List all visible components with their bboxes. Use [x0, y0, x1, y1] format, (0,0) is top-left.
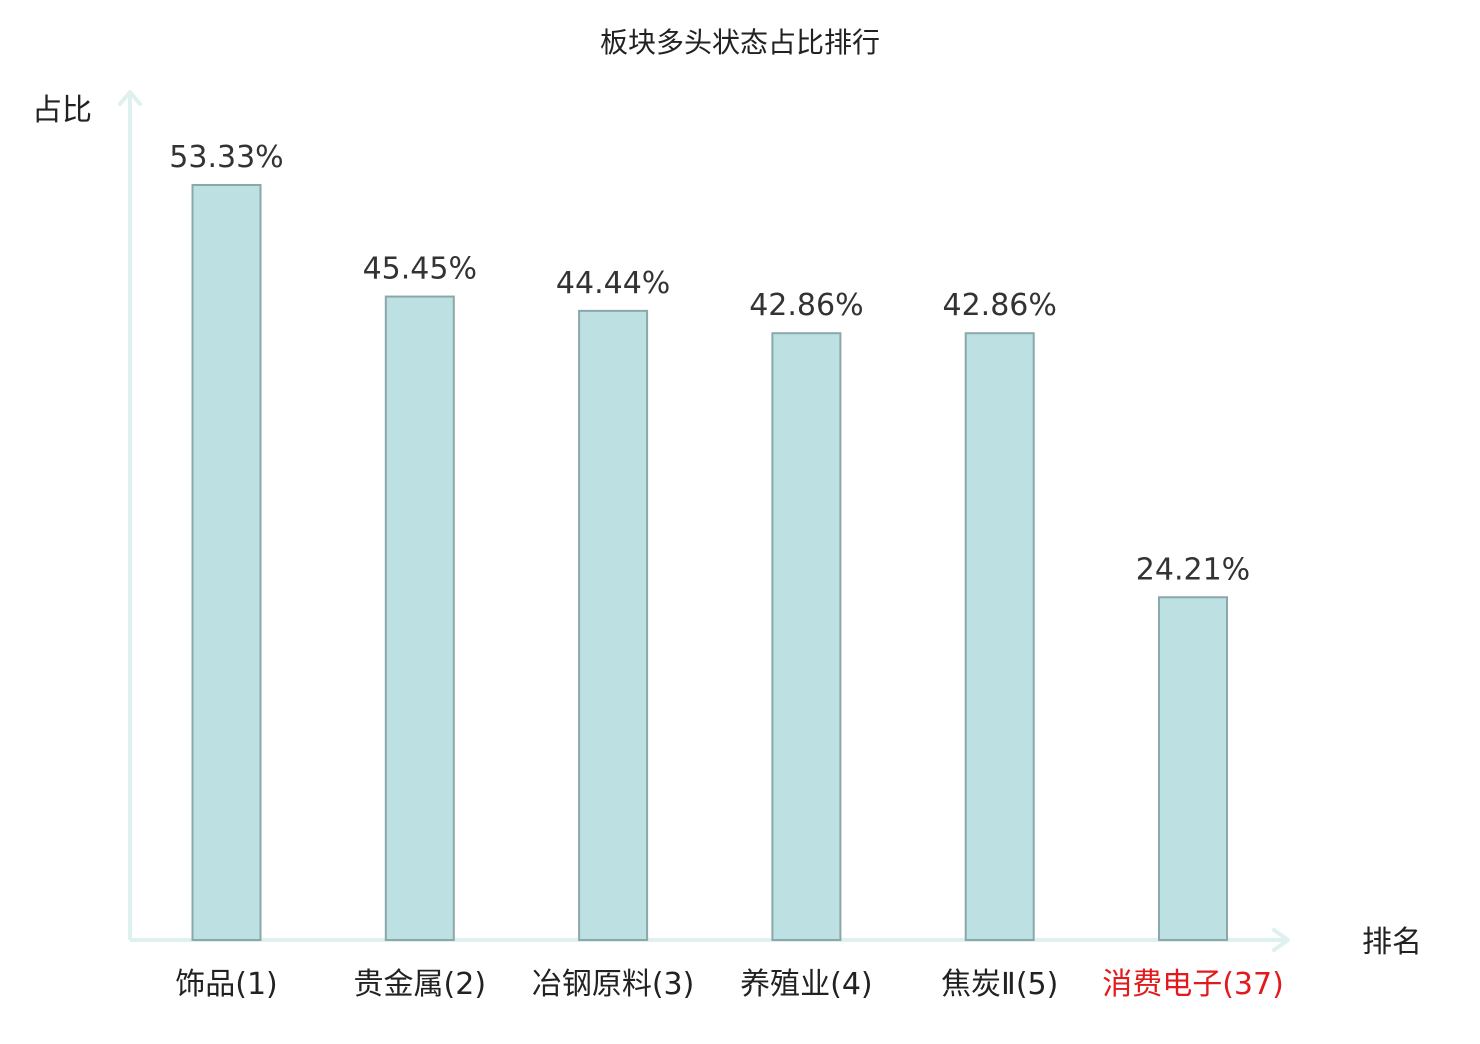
- category-label-3: 冶钢原料(3): [532, 967, 695, 1002]
- bar-5: [964, 332, 1035, 941]
- axes: [118, 90, 1290, 952]
- category-label-6: 消费电子(37): [1102, 967, 1284, 1002]
- category-name: 冶钢原料: [532, 967, 652, 1002]
- category-labels: 饰品(1) 贵金属(2) 冶钢原料(3) 养殖业(4) 焦炭Ⅱ(5) 消费电子(37): [175, 967, 1284, 1002]
- category-rank: (2): [444, 967, 487, 1002]
- value-label-3: 44.44%: [556, 266, 670, 301]
- category-label-1: 饰品(1): [175, 967, 278, 1002]
- x-axis-label: 排名: [1362, 925, 1422, 960]
- value-label-1: 53.33%: [169, 140, 283, 175]
- bar-6: [1158, 596, 1228, 941]
- bars: [191, 184, 1228, 941]
- y-axis-arrow: [118, 90, 142, 106]
- category-name: 养殖业: [740, 967, 830, 1002]
- value-labels: 53.33% 45.45% 44.44% 42.86% 42.86% 24.21%: [169, 140, 1250, 587]
- bar-2: [384, 295, 455, 941]
- chart-title: 板块多头状态占比排行: [600, 26, 880, 59]
- x-axis-arrow: [1272, 928, 1290, 952]
- bar-4: [771, 332, 842, 941]
- category-rank: (5): [1016, 967, 1058, 1002]
- value-label-5: 42.86%: [943, 288, 1057, 323]
- category-rank: (3): [652, 967, 695, 1002]
- category-name: 贵金属: [354, 967, 444, 1002]
- bar-3: [578, 309, 649, 941]
- category-label-5: 焦炭Ⅱ(5): [941, 967, 1058, 1002]
- y-axis-label: 占比: [32, 93, 92, 128]
- category-label-4: 养殖业(4): [740, 967, 873, 1002]
- category-name: 消费电子: [1102, 967, 1222, 1002]
- category-name: 焦炭Ⅱ: [941, 967, 1016, 1002]
- value-label-2: 45.45%: [363, 252, 477, 287]
- value-label-6: 24.21%: [1136, 552, 1250, 587]
- value-label-4: 42.86%: [749, 288, 863, 323]
- category-label-2: 贵金属(2): [354, 967, 487, 1002]
- category-rank: (37): [1222, 967, 1284, 1002]
- category-rank: (4): [830, 967, 873, 1002]
- bar-1: [191, 184, 262, 941]
- category-rank: (1): [235, 967, 278, 1002]
- category-name: 饰品: [175, 967, 235, 1002]
